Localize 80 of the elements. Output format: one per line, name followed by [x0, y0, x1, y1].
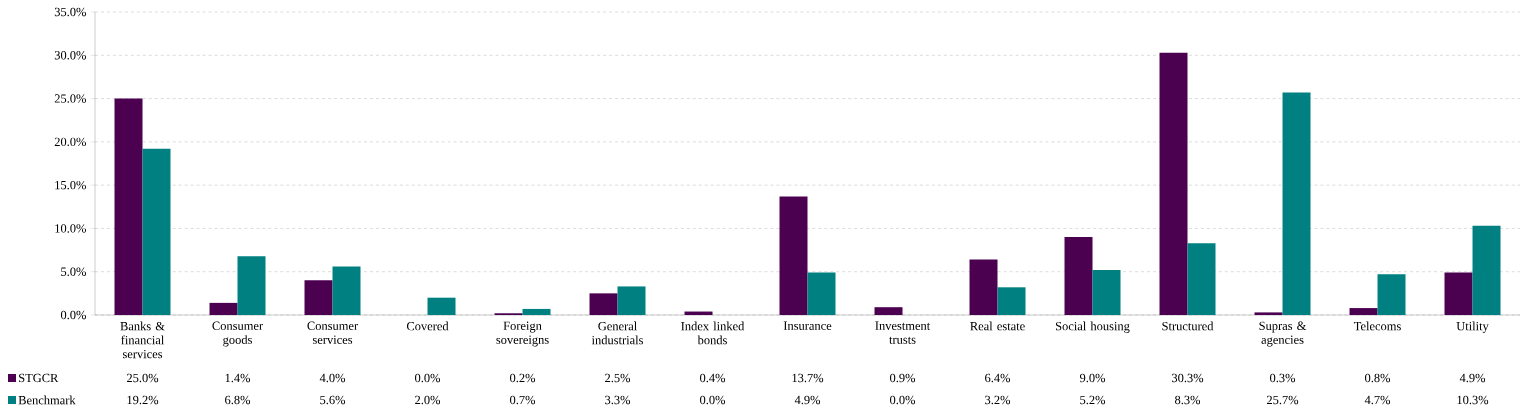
y-tick-label: 35.0% — [54, 7, 86, 17]
bar — [1282, 92, 1311, 315]
data-label: 13.7% — [792, 373, 824, 383]
bar — [1064, 237, 1093, 315]
x-tick-label: Utility — [1456, 321, 1489, 333]
x-tick-label: Covered — [406, 321, 449, 331]
data-label: 5.6% — [320, 395, 346, 405]
x-tick-label: Insurance — [783, 321, 832, 330]
bar — [589, 293, 618, 315]
data-label: 6.4% — [985, 373, 1011, 383]
data-label: 30.3% — [1172, 373, 1204, 383]
bar — [997, 287, 1026, 315]
data-label: 0.0% — [890, 395, 916, 405]
bar — [969, 259, 998, 315]
x-tick-label: Index linked bonds — [681, 321, 745, 345]
bar — [807, 272, 836, 315]
y-tick-label: 20.0% — [54, 137, 86, 147]
bar — [1377, 274, 1406, 315]
data-label: 3.2% — [985, 395, 1011, 405]
x-tick-label: Banks & financial services — [120, 321, 165, 359]
x-tick-label: Investment trusts — [875, 321, 931, 344]
y-tick-label: 0.0% — [60, 310, 86, 320]
bar — [1444, 272, 1473, 315]
data-label: 4.0% — [319, 373, 346, 383]
bar — [209, 302, 238, 315]
data-label: 5.2% — [1080, 395, 1106, 405]
data-label: 25.7% — [1266, 395, 1299, 405]
bar — [779, 196, 808, 315]
x-tick-label: Foreign sovereigns — [496, 321, 549, 347]
data-label: 0.7% — [510, 395, 536, 405]
bar — [617, 286, 646, 315]
x-tick-label: Consumer goods — [212, 321, 263, 347]
x-tick-label: Real estate — [970, 321, 1025, 331]
bar — [332, 266, 361, 315]
data-label: 3.3% — [605, 395, 631, 405]
y-tick-label: 15.0% — [55, 180, 86, 190]
data-label: 6.8% — [225, 395, 251, 405]
bar — [1092, 269, 1121, 315]
bar — [427, 297, 456, 315]
data-label: 0.2% — [510, 373, 536, 383]
data-label: 2.5% — [605, 373, 631, 383]
data-label: 9.0% — [1079, 373, 1106, 383]
bar — [1349, 308, 1378, 315]
y-tick-label: 25.0% — [54, 94, 86, 103]
data-label: 1.4% — [225, 373, 251, 383]
legend-label: STGCR — [19, 373, 59, 383]
bar — [237, 256, 266, 315]
bar — [1187, 243, 1216, 315]
data-label: 10.3% — [1457, 395, 1489, 405]
data-label: 0.0% — [415, 373, 441, 383]
y-tick-label: 30.0% — [54, 51, 86, 60]
x-tick-label: Social housing — [1055, 321, 1130, 333]
x-tick-label: Consumer services — [307, 321, 358, 344]
data-label: 4.9% — [794, 395, 821, 405]
data-label: 8.3% — [1175, 395, 1201, 405]
y-tick-label: 10.0% — [55, 224, 86, 233]
x-tick-label: General industrials — [591, 321, 644, 345]
data-label: 0.8% — [1365, 373, 1391, 383]
data-label: 0.9% — [890, 373, 916, 383]
bar — [1472, 225, 1501, 315]
y-tick-label: 5.0% — [61, 267, 86, 276]
data-label: 4.9% — [1459, 373, 1486, 383]
data-label: 0.0% — [700, 395, 726, 405]
data-label: 4.7% — [1364, 395, 1391, 405]
data-label: 2.0% — [415, 395, 441, 405]
bar — [1254, 312, 1283, 315]
bar — [522, 308, 551, 315]
bar — [142, 148, 171, 315]
x-tick-label: Supras & agencies — [1259, 321, 1307, 347]
bar — [874, 307, 903, 315]
legend-label: Benchmark — [18, 395, 76, 405]
data-label: 19.2% — [127, 395, 159, 405]
x-tick-label: Telecoms — [1353, 321, 1401, 331]
data-label: 25.0% — [126, 373, 159, 383]
x-tick-label: Structured — [1162, 321, 1214, 331]
bar — [114, 98, 143, 315]
bar — [304, 280, 333, 315]
bar — [1159, 52, 1188, 315]
data-label: 0.3% — [1270, 373, 1296, 383]
data-label: 0.4% — [700, 373, 726, 383]
